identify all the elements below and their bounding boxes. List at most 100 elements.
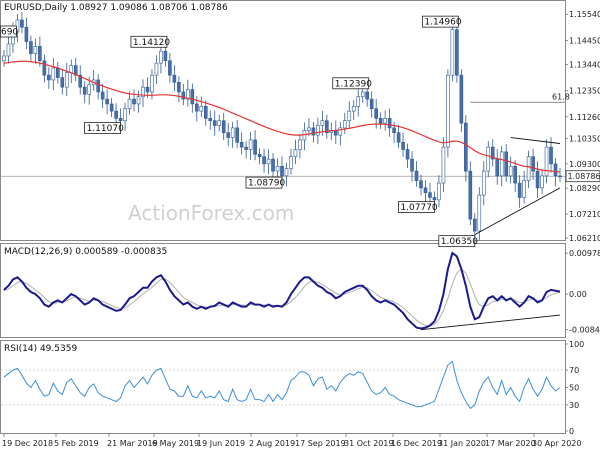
candle <box>401 132 405 157</box>
price-y-tick: 1.11260 <box>569 113 600 122</box>
svg-text:690: 690 <box>1 28 18 38</box>
candle <box>356 88 361 117</box>
candle <box>526 150 531 189</box>
candle <box>69 59 74 84</box>
candle <box>544 139 549 184</box>
candle <box>168 52 172 83</box>
x-axis-label: 5 Feb 2019 <box>54 439 99 448</box>
candle <box>316 117 320 144</box>
candle <box>517 175 522 208</box>
candle <box>490 139 495 167</box>
candle <box>307 118 311 137</box>
candle <box>481 161 486 206</box>
candle <box>504 143 508 182</box>
candle <box>163 45 168 67</box>
rsi-y-tick: 0 <box>569 427 574 436</box>
candle <box>20 12 24 34</box>
candle <box>73 57 78 82</box>
candle <box>208 110 213 130</box>
candle <box>136 90 141 113</box>
candle <box>2 49 6 67</box>
price-annotations: 1.14120 1.11070 1.08790 1.12390 1.14960 1.077… <box>0 15 478 247</box>
svg-text:1.14960: 1.14960 <box>424 18 461 28</box>
candle <box>123 102 127 132</box>
candle <box>109 97 114 118</box>
candle <box>486 141 491 178</box>
candle <box>383 110 387 131</box>
candle <box>244 141 248 159</box>
candle <box>347 101 352 129</box>
price-y-tick: 1.12350 <box>569 87 600 96</box>
price-overlays <box>3 60 561 236</box>
candle <box>298 133 302 159</box>
x-axis-label: 16 Dec 2019 <box>391 439 442 448</box>
candle <box>342 112 347 134</box>
candle <box>154 55 159 85</box>
candle <box>262 148 266 173</box>
price-y-tick: 1.08290 <box>569 184 600 193</box>
corner-label: 690 <box>0 25 18 38</box>
candle <box>47 67 51 89</box>
candle <box>441 137 446 192</box>
svg-text:1.08786: 1.08786 <box>568 172 600 181</box>
candle <box>100 84 105 109</box>
candle <box>51 58 56 91</box>
candle <box>446 69 450 158</box>
candle <box>38 36 42 67</box>
price-y-tick: 1.14450 <box>569 36 600 45</box>
candle <box>56 61 60 84</box>
candle <box>351 100 356 121</box>
candle <box>226 122 230 147</box>
rsi-y-tick: 30 <box>569 401 579 410</box>
candle <box>271 153 275 178</box>
candle <box>513 160 517 192</box>
price-y-tick: 1.09300 <box>569 160 600 169</box>
price-candles <box>2 12 562 240</box>
candle <box>212 110 217 136</box>
candle <box>540 169 544 194</box>
current-price-badge: 1.08786 <box>565 170 600 183</box>
candle <box>78 65 83 95</box>
candle <box>105 89 109 115</box>
candle <box>311 121 316 143</box>
candle <box>145 77 150 98</box>
candle <box>369 91 374 118</box>
candle <box>459 69 464 132</box>
candle <box>468 161 473 226</box>
rsi-panel-frame <box>0 340 566 434</box>
candle <box>535 161 540 199</box>
x-axis-label: 21 Mar 2019 <box>107 439 158 448</box>
candle <box>82 81 87 104</box>
x-axis-label: 19 Jun 2019 <box>197 439 245 448</box>
candle <box>387 108 392 137</box>
price-y-axis: 1.15540 1.14450 1.13440 1.12350 1.11260 1.103… <box>565 10 600 243</box>
candle <box>96 73 100 100</box>
candle <box>473 213 477 239</box>
svg-text:1.14120: 1.14120 <box>133 38 170 48</box>
candle <box>114 103 118 126</box>
candle <box>257 148 262 165</box>
macd-trendline <box>420 314 561 331</box>
svg-text:1.06350: 1.06350 <box>441 237 478 247</box>
rsi-y-tick: 70 <box>569 366 579 375</box>
candle <box>253 130 257 161</box>
candle <box>186 79 190 107</box>
macd-y-tick: 0.00978 <box>569 249 600 258</box>
candle <box>60 69 65 95</box>
candle <box>334 120 338 144</box>
svg-text:1.08790: 1.08790 <box>248 179 285 189</box>
triangle-upper-line <box>510 137 561 144</box>
price-y-tick: 1.06210 <box>569 234 600 243</box>
price-y-tick: 1.07210 <box>569 210 600 219</box>
candle <box>190 83 195 113</box>
price-annotation: 1.11070 <box>84 122 124 134</box>
candle <box>499 145 504 187</box>
candle <box>423 179 428 202</box>
candle <box>235 120 239 149</box>
candle <box>230 121 235 148</box>
x-axis-label: 19 Dec 2018 <box>2 439 53 448</box>
candle <box>29 35 33 63</box>
candle <box>132 89 136 112</box>
price-annotation: 1.08790 <box>245 176 285 189</box>
